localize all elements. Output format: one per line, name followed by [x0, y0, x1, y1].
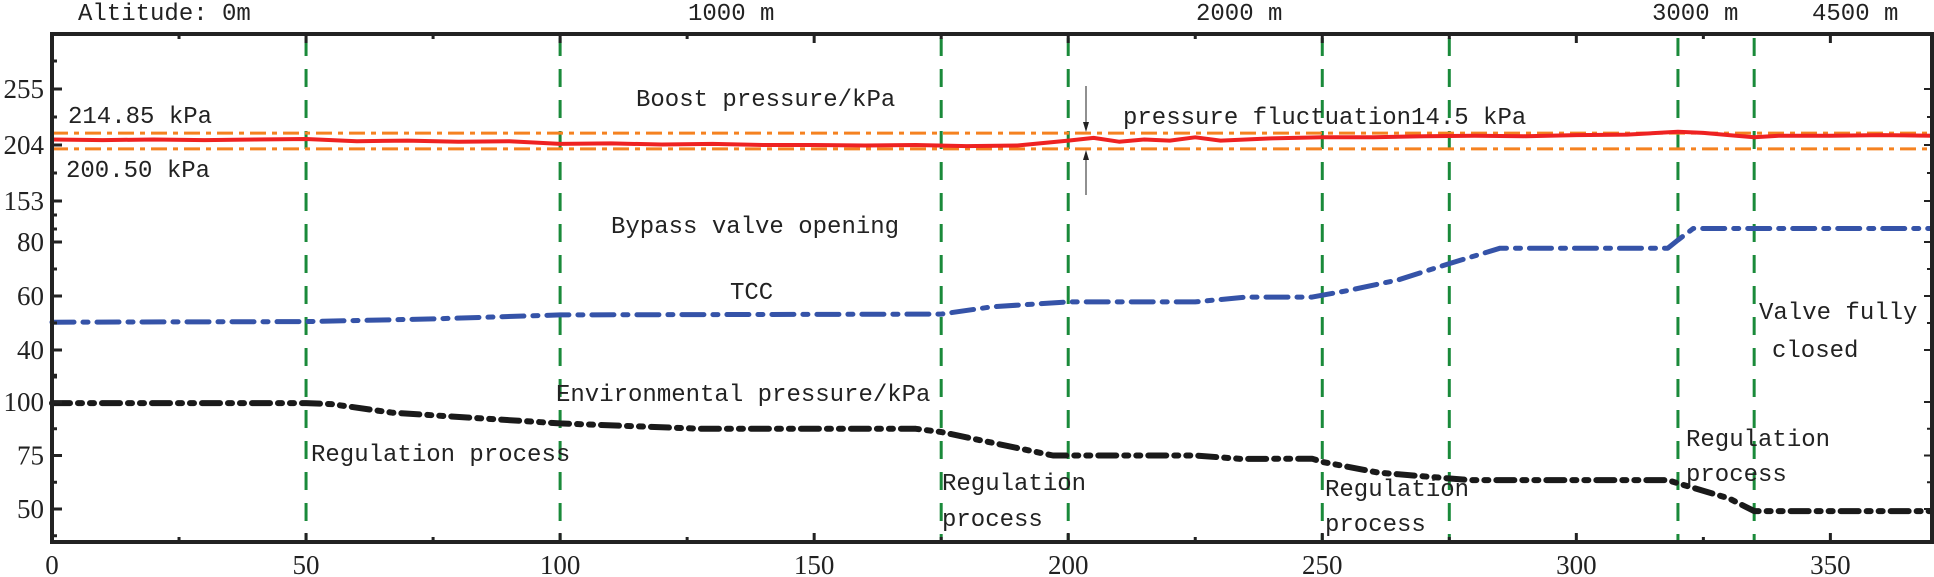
regulation-label-2a: Regulation	[942, 471, 1086, 498]
series-group	[49, 86, 1934, 515]
tcc-series-line	[49, 226, 1934, 325]
env-y-tick-label: 100	[4, 387, 45, 417]
regulation-label-4b: process	[1686, 462, 1787, 489]
tcc-label: TCC	[730, 280, 773, 307]
x-tick-label: 250	[1302, 550, 1343, 577]
x-tick-label: 150	[794, 550, 835, 577]
env-y-tick-label: 50	[17, 494, 44, 524]
upper-limit-label: 214.85 kPa	[68, 104, 212, 131]
bypass-valve-label: Bypass valve opening	[611, 214, 899, 241]
boost-y-tick-label: 255	[4, 74, 45, 104]
env-y-tick-label: 75	[17, 441, 44, 471]
boost-y-tick-label: 204	[4, 130, 45, 160]
env-series-line	[49, 400, 1934, 515]
x-tick-label: 200	[1048, 550, 1089, 577]
fluctuation-label: pressure fluctuation14.5 kPa	[1123, 105, 1526, 132]
x-tick-label: 50	[293, 550, 320, 577]
regulation-label-2b: process	[942, 507, 1043, 534]
altitude-label-1: 1000 m	[688, 1, 774, 28]
arrow-head-up-icon	[1083, 150, 1089, 160]
regulation-label-4a: Regulation	[1686, 427, 1830, 454]
altitude-label-0: Altitude: 0m	[78, 1, 251, 28]
environmental-pressure-label: Environmental pressure/kPa	[556, 382, 930, 409]
axes	[50, 32, 1934, 544]
x-tick-label: 300	[1556, 550, 1597, 577]
ticks: 0 50 100 150 200 250 300 3502552041538060401007…	[4, 34, 1932, 577]
tcc-y-tick-label: 40	[17, 335, 44, 365]
tcc-y-tick-label: 80	[17, 227, 44, 257]
x-tick-label: 350	[1810, 550, 1851, 577]
plot-frame	[50, 32, 1934, 544]
altitude-label-2: 2000 m	[1196, 1, 1282, 28]
regulation-label-3a: Regulation	[1325, 477, 1469, 504]
boost-y-tick-label: 153	[4, 186, 45, 216]
boost-series-line	[50, 129, 1934, 149]
valve-closed-label-a: Valve fully	[1759, 300, 1917, 327]
regulation-label-1: Regulation process	[311, 442, 570, 469]
valve-closed-label-b: closed	[1772, 338, 1858, 365]
altitude-label-4: 4500 m	[1812, 1, 1898, 28]
altitude-label-3: 3000 m	[1652, 1, 1738, 28]
tcc-y-tick-label: 60	[17, 281, 44, 311]
arrow-head-down-icon	[1083, 122, 1089, 132]
x-tick-label: 100	[540, 550, 581, 577]
regulation-markers	[304, 38, 1756, 542]
lower-limit-label: 200.50 kPa	[66, 158, 210, 185]
x-tick-label: 0	[45, 550, 59, 577]
boost-pressure-label: Boost pressure/kPa	[636, 87, 895, 114]
regulation-label-3b: process	[1325, 512, 1426, 539]
